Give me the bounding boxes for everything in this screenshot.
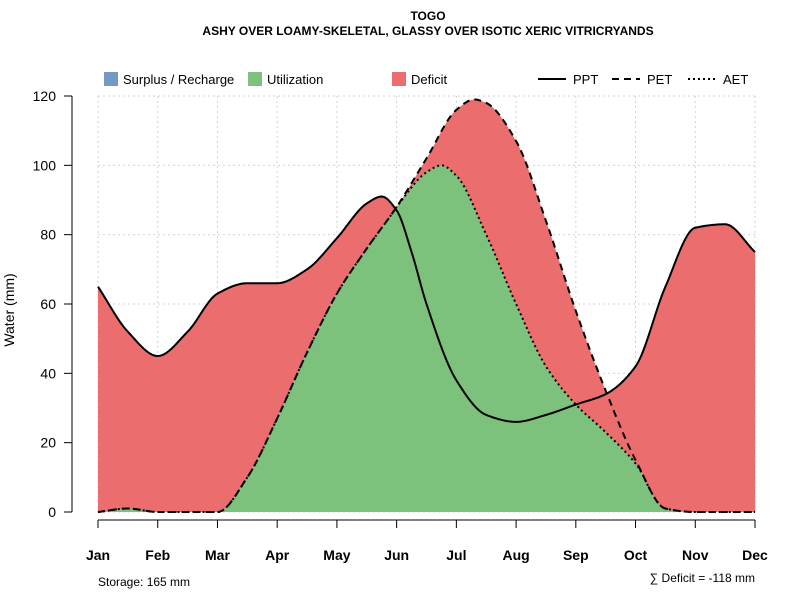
x-tick-label-nov: Nov bbox=[682, 547, 709, 563]
y-tick-label-2: 40 bbox=[40, 365, 56, 381]
utilization-area bbox=[98, 165, 755, 512]
y-tick-label-3: 60 bbox=[40, 296, 56, 312]
areas bbox=[98, 99, 755, 512]
x-tick-label-may: May bbox=[323, 547, 350, 563]
axes: 0 20 40 60 80 100 120 Jan Feb Mar Apr May Jun Jul Aug S… bbox=[33, 88, 768, 563]
legend-swatch-utilization bbox=[248, 72, 262, 86]
series-lines bbox=[97, 98, 756, 513]
x-tick-label-oct: Oct bbox=[624, 547, 648, 563]
x-tick-label-jun: Jun bbox=[384, 547, 409, 563]
deficit-area bbox=[98, 99, 755, 512]
deficit-annotation: ∑ Deficit = -118 mm bbox=[650, 571, 755, 585]
legend-label-utilization: Utilization bbox=[267, 72, 323, 87]
ppt-line bbox=[97, 195, 756, 423]
legend-swatch-surplus bbox=[104, 72, 118, 86]
y-tick-label-0: 0 bbox=[48, 504, 56, 520]
legend-label-surplus: Surplus / Recharge bbox=[123, 72, 234, 87]
storage-annotation: Storage: 165 mm bbox=[98, 575, 190, 589]
legend-label-deficit: Deficit bbox=[411, 72, 448, 87]
legend-label-aet: AET bbox=[723, 72, 748, 87]
x-tick-label-mar: Mar bbox=[205, 547, 230, 563]
x-tick-label-aug: Aug bbox=[502, 547, 529, 563]
legend-swatch-deficit bbox=[392, 72, 406, 86]
y-tick-label-1: 20 bbox=[40, 435, 56, 451]
x-tick-label-feb: Feb bbox=[145, 547, 170, 563]
x-tick-label-jan: Jan bbox=[86, 547, 110, 563]
y-tick-label-4: 80 bbox=[40, 227, 56, 243]
x-tick-label-dec: Dec bbox=[742, 547, 768, 563]
aet-line bbox=[97, 164, 755, 513]
legend: Surplus / Recharge Utilization Deficit P… bbox=[104, 72, 748, 87]
y-tick-label-6: 120 bbox=[33, 88, 57, 104]
x-tick-label-jul: Jul bbox=[446, 547, 466, 563]
chart-title: TOGO bbox=[410, 9, 445, 23]
legend-label-ppt: PPT bbox=[573, 72, 598, 87]
x-tick-label-apr: Apr bbox=[265, 547, 290, 563]
legend-label-pet: PET bbox=[647, 72, 672, 87]
chart-subtitle: ASHY OVER LOAMY-SKELETAL, GLASSY OVER IS… bbox=[202, 24, 653, 38]
y-axis-label: Water (mm) bbox=[1, 273, 17, 346]
x-tick-label-sep: Sep bbox=[563, 547, 589, 563]
y-tick-label-5: 100 bbox=[33, 157, 57, 173]
